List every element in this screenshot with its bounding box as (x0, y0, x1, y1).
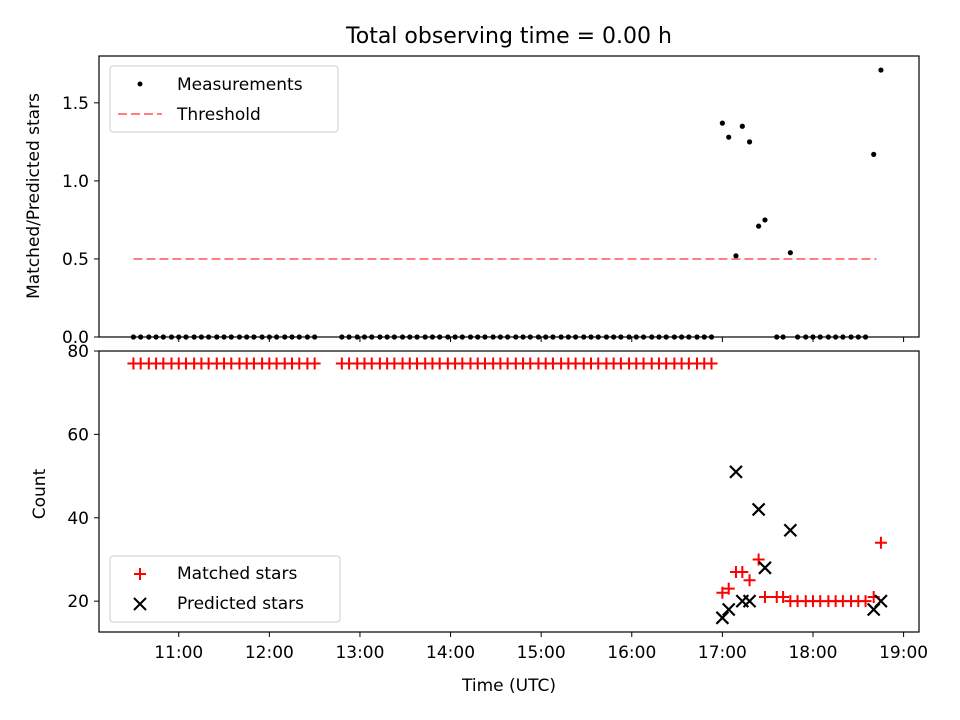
predicted-star-point (729, 465, 743, 479)
top-axes-frame (98, 55, 920, 338)
x-tick-label: 16:00 (607, 643, 656, 663)
predicted-star-point (721, 602, 736, 617)
x-tick-label: 15:00 (517, 643, 566, 663)
matched-star-point (716, 586, 729, 599)
measurement-point (787, 250, 793, 256)
measurement-point (756, 223, 762, 229)
matched-star-point (752, 553, 765, 566)
x-tick-label: 12:00 (245, 643, 294, 663)
top-x-ticks (178, 337, 905, 342)
predicted-star-point (758, 561, 772, 575)
x-axis-label: Time (UTC) (461, 676, 556, 696)
predicted-star-point (751, 502, 766, 517)
y-tick-label: 1.0 (62, 172, 89, 192)
y-tick-label: 0.0 (62, 328, 89, 348)
predicted-star-point (783, 523, 798, 538)
bottom-plot-area (127, 357, 888, 625)
bottom-legend: Matched stars Predicted stars (109, 555, 341, 623)
x-tick-label: 17:00 (698, 643, 747, 663)
matched-star-point (722, 582, 735, 595)
matched-legend-marker (134, 568, 146, 580)
measurement-point (878, 67, 884, 73)
predicted-star-point (874, 594, 888, 608)
x-tick-label: 19:00 (879, 643, 928, 663)
measurement-point (739, 123, 745, 129)
x-tick-label: 11:00 (154, 643, 203, 663)
top-y-axis-label: Matched/Predicted stars (24, 93, 44, 299)
y-tick-label: 80 (67, 342, 89, 362)
x-tick-label: 18:00 (788, 643, 837, 663)
bottom-x-ticks: 11:00 12:00 13:00 14:00 15:00 16:00 17:00 18:00… (154, 632, 928, 663)
matched-legend-label: Matched stars (177, 564, 297, 584)
top-legend-box (109, 65, 339, 133)
measurements-legend-label: Measurements (177, 75, 303, 95)
matched-star-point (308, 357, 321, 370)
y-tick-label: 0.5 (62, 250, 89, 270)
predicted-star-point (715, 611, 730, 625)
threshold-legend-label: Threshold (176, 105, 261, 125)
matched-star-point (758, 590, 771, 603)
bottom-y-axis-label: Count (30, 468, 50, 519)
bottom-y-ticks: 20 40 60 80 (67, 342, 99, 612)
y-tick-label: 60 (67, 425, 89, 445)
measurement-point (726, 134, 732, 140)
x-tick-label: 14:00 (426, 643, 475, 663)
matched-star-point (705, 357, 718, 370)
x-tick-label: 13:00 (335, 643, 384, 663)
measurement-point (746, 139, 753, 145)
predicted-legend-label: Predicted stars (177, 594, 304, 614)
top-panel: 0.0 0.5 1.0 1.5 Matched/Predicted stars Mea… (24, 55, 920, 348)
measurement-point (733, 253, 739, 259)
bottom-legend-box (109, 555, 341, 623)
y-tick-label: 40 (67, 509, 89, 529)
measurements-legend-marker (137, 81, 143, 87)
matched-star-point (736, 565, 749, 578)
bottom-axes-frame (98, 350, 920, 633)
y-tick-label: 1.5 (62, 94, 89, 114)
predicted-legend-marker (133, 597, 147, 611)
measurement-point (871, 151, 877, 157)
chart-title: Total observing time = 0.00 h (345, 24, 672, 49)
matched-star-point (777, 590, 790, 603)
predicted-star-point (742, 594, 757, 608)
measurement-point (762, 217, 768, 223)
matched-star-point (743, 574, 756, 587)
top-legend: Measurements Threshold (109, 65, 339, 133)
measurement-point (719, 120, 725, 126)
matched-star-point (874, 536, 887, 549)
matched-star-point (859, 595, 872, 608)
top-y-ticks: 0.0 0.5 1.0 1.5 (62, 94, 99, 348)
y-tick-label: 20 (67, 592, 89, 612)
